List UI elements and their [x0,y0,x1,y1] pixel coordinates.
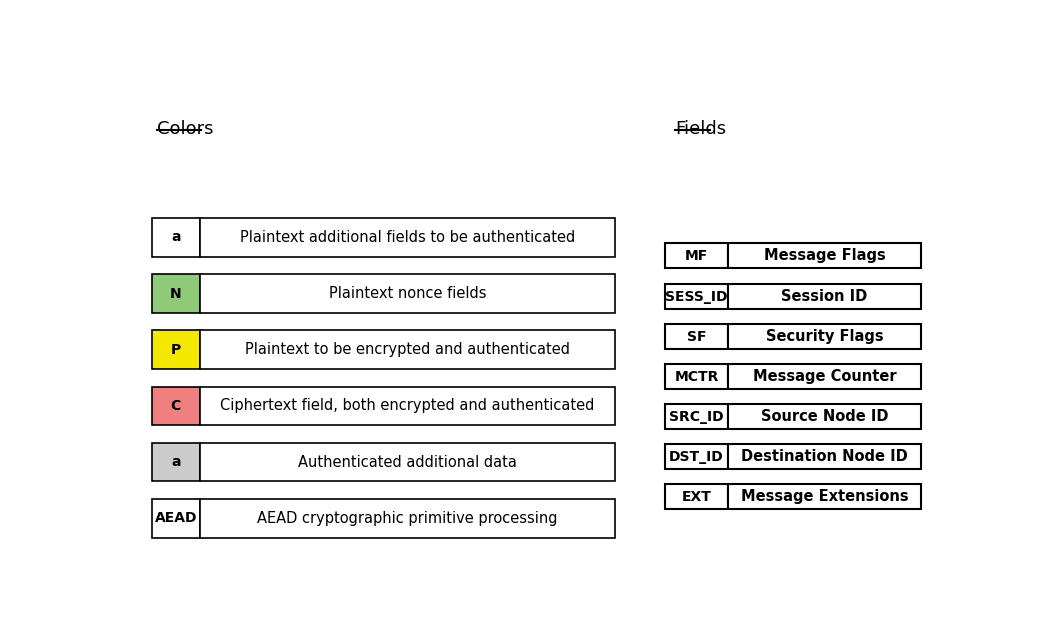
FancyBboxPatch shape [728,444,920,469]
Text: Ciphertext field, both encrypted and authenticated: Ciphertext field, both encrypted and aut… [220,398,595,413]
FancyBboxPatch shape [665,404,728,429]
FancyBboxPatch shape [665,243,728,268]
FancyBboxPatch shape [152,274,200,312]
Text: Message Counter: Message Counter [753,369,896,384]
Text: AEAD cryptographic primitive processing: AEAD cryptographic primitive processing [257,511,557,526]
FancyBboxPatch shape [728,324,920,349]
Text: DST_ID: DST_ID [669,450,724,464]
FancyBboxPatch shape [665,444,728,469]
Text: Message Flags: Message Flags [763,248,885,263]
Text: Session ID: Session ID [781,289,867,304]
Text: Plaintext additional fields to be authenticated: Plaintext additional fields to be authen… [240,230,575,245]
FancyBboxPatch shape [200,499,615,537]
Text: MCTR: MCTR [674,370,719,384]
Text: a: a [171,231,181,244]
Text: SESS_ID: SESS_ID [666,290,728,304]
Text: N: N [170,287,182,301]
Text: Message Extensions: Message Extensions [740,490,908,504]
FancyBboxPatch shape [152,499,200,537]
Text: Source Node ID: Source Node ID [760,410,888,424]
Text: Authenticated additional data: Authenticated additional data [298,455,517,469]
FancyBboxPatch shape [728,484,920,509]
Text: P: P [171,343,181,357]
FancyBboxPatch shape [200,218,615,256]
FancyBboxPatch shape [200,331,615,369]
FancyBboxPatch shape [200,443,615,481]
Text: Colors: Colors [157,120,213,138]
Text: a: a [171,455,181,469]
Text: C: C [171,399,181,413]
Text: Security Flags: Security Flags [765,329,883,344]
FancyBboxPatch shape [200,387,615,425]
FancyBboxPatch shape [728,284,920,309]
FancyBboxPatch shape [665,364,728,389]
Text: Plaintext nonce fields: Plaintext nonce fields [329,286,487,301]
Text: Plaintext to be encrypted and authenticated: Plaintext to be encrypted and authentica… [245,342,570,357]
FancyBboxPatch shape [200,274,615,312]
Text: Fields: Fields [675,120,726,138]
Text: AEAD: AEAD [155,512,197,525]
FancyBboxPatch shape [728,364,920,389]
Text: EXT: EXT [681,490,711,504]
FancyBboxPatch shape [152,218,200,256]
FancyBboxPatch shape [152,387,200,425]
FancyBboxPatch shape [728,243,920,268]
FancyBboxPatch shape [152,331,200,369]
Text: Destination Node ID: Destination Node ID [742,449,908,464]
FancyBboxPatch shape [728,404,920,429]
FancyBboxPatch shape [152,443,200,481]
FancyBboxPatch shape [665,324,728,349]
FancyBboxPatch shape [665,484,728,509]
FancyBboxPatch shape [665,284,728,309]
Text: SRC_ID: SRC_ID [669,410,724,424]
Text: MF: MF [685,249,708,263]
Text: SF: SF [686,329,706,343]
